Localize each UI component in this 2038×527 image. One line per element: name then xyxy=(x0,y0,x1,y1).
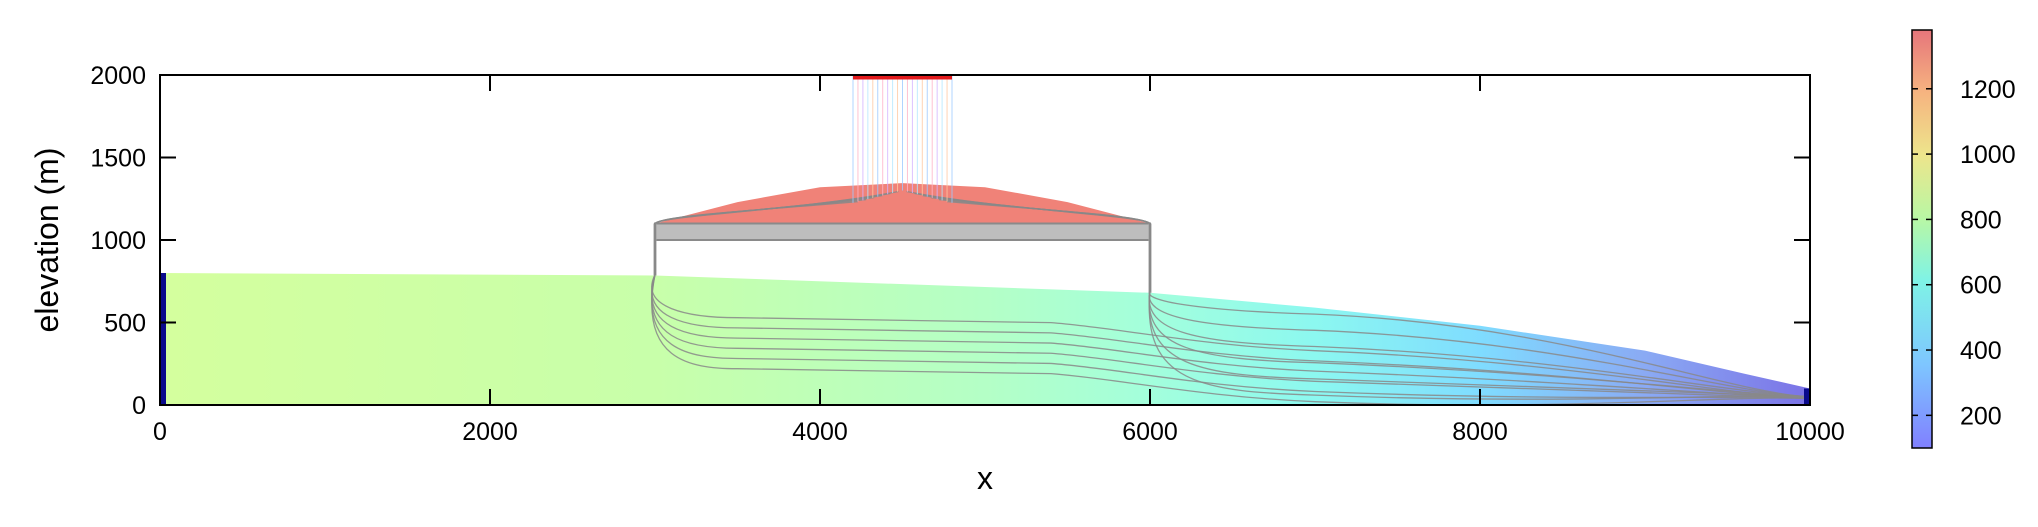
streamline xyxy=(651,190,1810,400)
aquifer-domain xyxy=(160,273,1810,405)
y-axis-title: elevation (m) xyxy=(29,148,65,333)
x-tick-label: 8000 xyxy=(1452,418,1508,446)
x-tick-label: 4000 xyxy=(792,418,848,446)
x-tick-label: 6000 xyxy=(1122,418,1178,446)
x-tick-label: 0 xyxy=(153,418,167,446)
colorbar-tick-label: 400 xyxy=(1960,337,2002,365)
colorbar: 200 400 600 800 1000 1200 xyxy=(1911,29,2016,449)
colorbar-tick-label: 800 xyxy=(1960,206,2002,234)
y-tick-label: 1500 xyxy=(90,145,146,173)
colorbar-gradient xyxy=(1911,29,1933,449)
x-tick-label: 2000 xyxy=(462,418,518,446)
streamline xyxy=(946,200,1810,400)
x-tick-label: 10000 xyxy=(1775,418,1845,446)
x-axis-title: x xyxy=(977,460,993,496)
clay-layer xyxy=(654,222,1151,241)
y-tick-label: 500 xyxy=(104,310,146,338)
y-tick-label: 0 xyxy=(132,392,146,420)
y-tick-label: 2000 xyxy=(90,62,146,90)
colorbar-tick-label: 1200 xyxy=(1960,76,2016,104)
colorbar-tick-label: 600 xyxy=(1960,272,2002,300)
colorbar-tick-label: 200 xyxy=(1960,402,2002,430)
y-tick-label: 1000 xyxy=(90,227,146,255)
colorbar-tick-label: 1000 xyxy=(1960,141,2016,169)
